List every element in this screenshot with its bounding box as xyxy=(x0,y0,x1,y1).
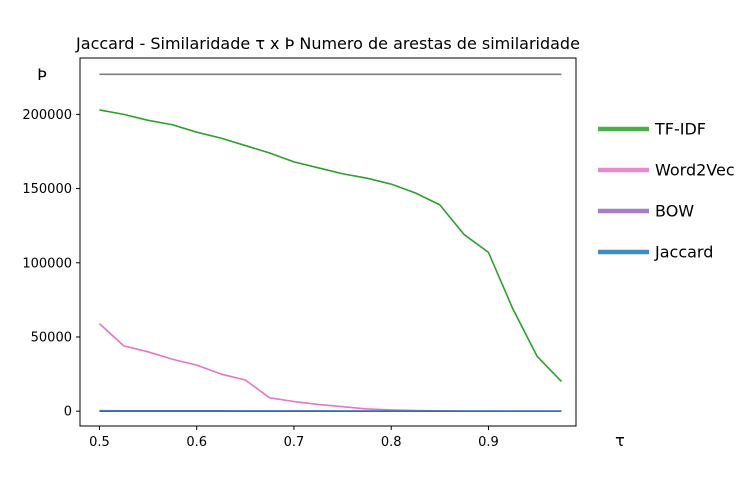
x-axis-label: τ xyxy=(615,431,625,450)
legend-label: BOW xyxy=(655,202,694,221)
x-tick-label: 0.5 xyxy=(89,435,110,450)
y-tick-label: 200000 xyxy=(22,108,72,123)
legend-label: Jaccard xyxy=(654,243,713,262)
series-line-tf-idf xyxy=(99,109,562,383)
y-axis-ticks: 0 50000 100000 150000 200000 xyxy=(22,108,80,420)
legend-label: TF-IDF xyxy=(654,120,706,139)
y-axis-label: Þ xyxy=(37,65,47,84)
y-tick-label: 0 xyxy=(64,405,72,420)
y-tick-label: 150000 xyxy=(22,182,72,197)
x-tick-label: 0.7 xyxy=(284,435,305,450)
x-tick-label: 0.9 xyxy=(478,435,499,450)
chart-title: Jaccard - Similaridade τ x Þ Numero de a… xyxy=(75,34,580,53)
legend-label: Word2Vec xyxy=(655,161,735,180)
series-layer xyxy=(98,73,562,412)
x-tick-label: 0.8 xyxy=(381,435,402,450)
x-axis-ticks: 0.5 0.6 0.7 0.8 0.9 xyxy=(89,426,499,450)
x-tick-label: 0.6 xyxy=(186,435,207,450)
y-tick-label: 50000 xyxy=(31,330,72,345)
legend: TF-IDF Word2Vec BOW Jaccard xyxy=(598,120,735,262)
series-line-word2vec xyxy=(98,323,562,412)
y-tick-label: 100000 xyxy=(22,256,72,271)
plot-frame xyxy=(79,57,577,427)
